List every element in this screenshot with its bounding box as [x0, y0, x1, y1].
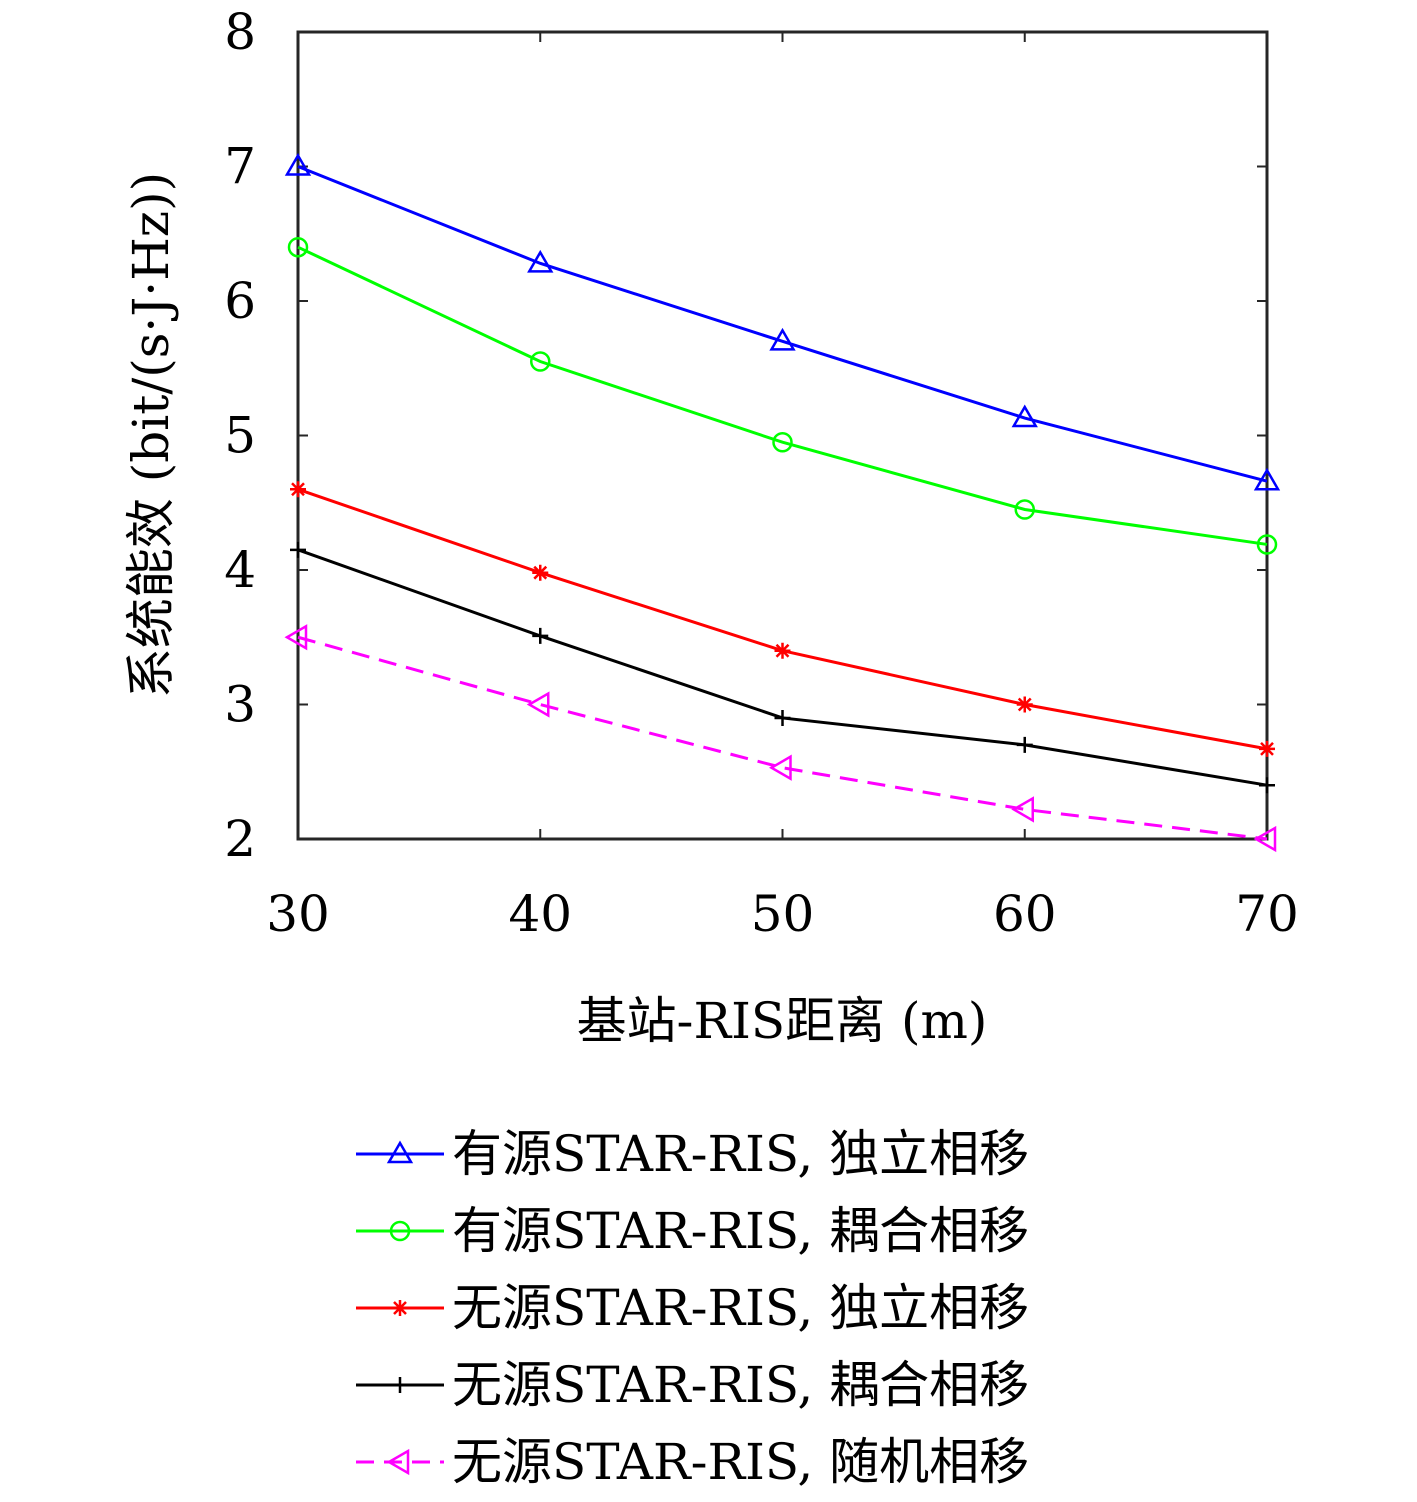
legend-item: 无源STAR-RIS, 耦合相移 — [356, 1356, 1029, 1414]
x-tick-label: 60 — [993, 885, 1057, 943]
legend-label: 有源STAR-RIS, 独立相移 — [452, 1125, 1029, 1183]
data-point — [1253, 467, 1281, 491]
series-1 — [284, 153, 1281, 491]
legend-marker — [392, 1300, 408, 1316]
data-point — [287, 236, 309, 258]
y-axis-title: 系统能效 (bit/(s·J·Hz)) — [122, 172, 180, 698]
legend-item: 无源STAR-RIS, 独立相移 — [356, 1279, 1029, 1337]
data-point — [532, 564, 549, 581]
data-point — [1016, 736, 1033, 753]
data-point — [1259, 740, 1275, 757]
series-5 — [284, 624, 1277, 853]
y-tick-label: 5 — [224, 407, 256, 465]
data-point — [526, 691, 550, 718]
legend-item: 无源STAR-RIS, 随机相移 — [356, 1433, 1029, 1491]
data-point — [530, 351, 551, 372]
data-point — [1011, 404, 1038, 428]
y-tick-label: 3 — [224, 676, 256, 734]
legend-marker — [386, 1140, 414, 1164]
data-point — [284, 153, 312, 176]
data-point — [774, 709, 791, 726]
tick-labels: 30 40 50 60 70 2 3 4 5 6 7 8 — [224, 3, 1299, 943]
legend-item: 有源STAR-RIS, 独立相移 — [356, 1125, 1029, 1183]
x-tick-label: 50 — [751, 885, 815, 943]
data-point — [290, 541, 306, 558]
data-point — [527, 249, 554, 273]
data-point — [1014, 499, 1035, 520]
x-axis-title: 基站-RIS距离 (m) — [577, 992, 988, 1050]
data-point — [284, 624, 308, 651]
legend-label: 有源STAR-RIS, 耦合相移 — [452, 1202, 1029, 1260]
series-line — [297, 245, 1268, 546]
x-tick-label: 40 — [508, 885, 572, 943]
x-tick-label: 70 — [1235, 885, 1299, 943]
data-point — [1016, 696, 1033, 713]
series-3 — [290, 481, 1275, 757]
legend-label: 无源STAR-RIS, 随机相移 — [452, 1433, 1029, 1491]
series-4 — [290, 541, 1275, 794]
data-point — [774, 642, 791, 659]
data-point — [290, 481, 306, 498]
legend-marker — [389, 1220, 411, 1242]
data-point — [772, 431, 793, 453]
data-point — [532, 627, 549, 644]
data-point — [769, 754, 792, 781]
data-point — [1253, 825, 1277, 853]
plot-area — [296, 30, 1269, 841]
legend-marker — [386, 1448, 410, 1476]
series-2 — [287, 236, 1278, 555]
series-line — [297, 635, 1268, 841]
series-layer — [284, 153, 1281, 853]
legend-label: 无源STAR-RIS, 耦合相移 — [452, 1356, 1029, 1414]
legend-item: 有源STAR-RIS, 耦合相移 — [356, 1202, 1029, 1260]
series-line — [297, 165, 1268, 483]
y-tick-label: 6 — [224, 272, 256, 330]
y-tick-label: 4 — [224, 541, 256, 599]
y-tick-label: 2 — [224, 810, 256, 868]
data-point — [1259, 777, 1275, 794]
legend-label: 无源STAR-RIS, 独立相移 — [452, 1279, 1029, 1337]
data-point — [1011, 796, 1034, 823]
legend-marker — [392, 1377, 408, 1393]
y-tick-label: 8 — [224, 3, 256, 61]
x-tick-label: 30 — [266, 885, 330, 943]
y-tick-label: 7 — [224, 138, 256, 196]
data-point — [1256, 534, 1278, 555]
data-point — [769, 327, 796, 351]
